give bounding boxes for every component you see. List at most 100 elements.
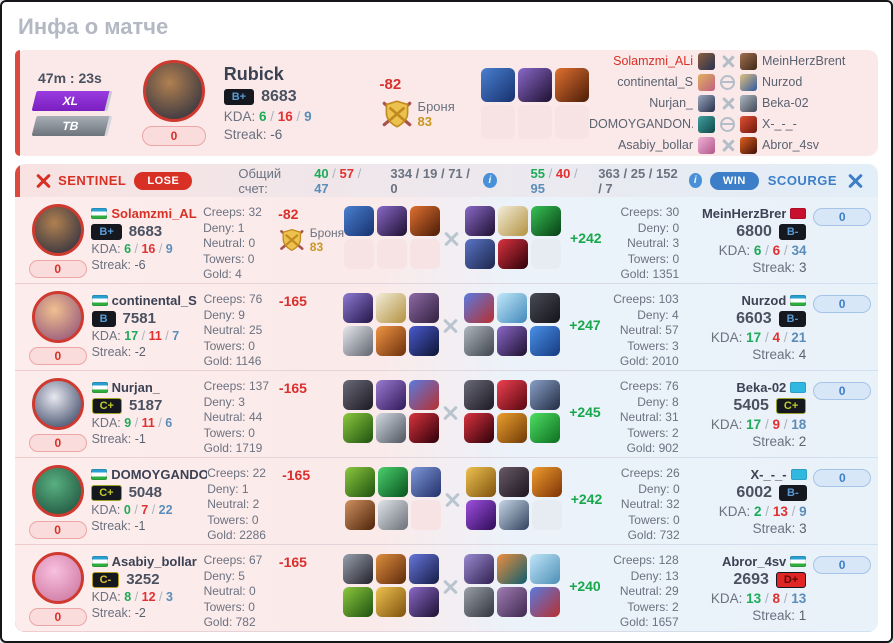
streak-label: Streak: [91,519,131,533]
right-player-name[interactable]: Abror_4sv [721,553,787,569]
header-rating: 8683 [261,88,297,105]
stat-line: Neutral: 57 [619,323,679,337]
roster-left-hero-icon [698,136,715,154]
left-player-name[interactable]: Nurjan_ [111,379,160,395]
left-kda: KDA: 17 11 7 [92,329,204,343]
stat-line: Towers: 0 [628,512,680,527]
sentinel-totals: 334 / 19 / 71 / 0 [390,165,470,196]
right-player-flag-icon [790,207,807,219]
roster-right-name[interactable]: MeinHerzBrent [762,54,846,68]
kda-label: KDA: [710,417,743,432]
left-player-name[interactable]: DOMOYGANDO [111,466,208,482]
roster-left-name[interactable]: Nurjan_ [649,96,693,110]
right-streak: Streak: 1 [752,608,806,623]
right-player-rating: 5405 [733,397,769,414]
kda-label: KDA: [710,591,743,606]
roster-left-name[interactable]: Solamzmi_ALi [613,54,693,68]
swords-icon [720,54,735,69]
gold-delta: +247 [569,317,601,333]
info-icon[interactable]: i [688,173,702,188]
right-streak: Streak: 2 [752,434,806,449]
stat-line: Deny: 5 [203,568,245,583]
left-player-name[interactable]: Solamzmi_AL [111,205,197,221]
left-avatar-block: 0 [24,465,91,539]
left-player-avatar[interactable] [31,465,84,517]
roster-right-name[interactable]: X-_-_- [762,117,797,131]
left-player-rating: 3252 [126,571,160,588]
roster-right-name[interactable]: Nurzod [762,75,803,89]
left-player-name[interactable]: Asabiy_bollar [111,553,197,569]
left-player-avatar[interactable] [31,204,84,256]
right-player-name[interactable]: MeinHerzBrer [701,205,787,221]
stat-line: Towers: 0 [203,251,255,266]
kda-label: KDA: [91,242,121,256]
right-items-grid [464,291,561,356]
streak-label: Streak: [752,521,796,536]
left-player-info: continental_S B 7581 KDA: 17 11 7 Streak: … [91,291,204,359]
right-kda: KDA: 2 13 9 [719,504,807,519]
streak-value: -6 [134,258,146,272]
item-icon [497,380,528,410]
left-avatar-block: 0 [24,552,92,626]
scourge-score: 55 40 95 [531,166,589,196]
roster-right-name[interactable]: Abror_4sv [762,138,819,152]
item-icon [464,413,495,443]
right-streak: Streak: 3 [752,260,806,275]
empty-item-slot [531,239,562,269]
player-row: 0 Solamzmi_AL B+ 8683 KDA: 6 16 9 Streak: … [15,197,878,284]
roster-left-name[interactable]: continental_S [617,75,693,89]
vs-column [439,291,464,337]
globe-icon [720,74,735,90]
right-player-name[interactable]: X-_-_- [750,466,787,482]
item-icon [375,293,406,323]
player-rows: 0 Solamzmi_AL B+ 8683 KDA: 6169 Streak: … [15,197,878,632]
streak-value: -1 [134,432,146,446]
left-items-grid [342,291,440,356]
header-hero-avatar[interactable] [142,60,205,122]
roster-left-name[interactable]: DOMOYGANDON... [589,117,693,131]
item-icon [342,380,373,410]
xl-badge: XL [31,91,113,111]
roster-left-hero-icon [698,94,715,112]
kda-kills: 0 [123,503,131,517]
info-icon[interactable]: i [483,173,497,188]
right-player-stats: Creeps: 26 Deny: 0 Neutral: 32 Towers: 0… [611,465,680,544]
left-player-avatar[interactable] [31,291,84,343]
right-kda: KDA: 17 9 18 [711,417,806,432]
header-items-grid [480,67,589,139]
kda-label: KDA: [223,109,256,124]
right-avatar-block: 0 [811,465,874,487]
kda-deaths: 11 [148,329,162,343]
item-icon [345,467,376,497]
gold-delta: +240 [569,578,601,594]
left-player-avatar[interactable] [31,552,84,604]
match-details-card: SENTINEL LOSE Общий счет: 405747 334 / 1… [15,164,878,632]
stat-line: Neutral: 0 [203,236,256,250]
item-icon [342,554,373,584]
right-player-stats: Creeps: 103 Deny: 4 Neutral: 57 Towers: … [609,291,679,370]
roster-right-name[interactable]: Beka-02 [762,96,809,110]
lose-badge: LOSE [134,171,193,190]
empty-item-slot [554,104,589,139]
streak-label: Streak: [752,347,795,362]
armor-delta: -165 [282,467,311,483]
item-icon [465,206,496,236]
roster-left-name[interactable]: Asabiy_bollar [617,138,693,152]
armor-value: 83 [417,113,432,129]
right-player-name[interactable]: Nurzod [741,292,787,308]
left-player-avatar[interactable] [31,378,84,430]
stat-line: Neutral: 32 [620,497,680,511]
item-icon [466,467,497,497]
kda-deaths: 16 [141,242,156,256]
item-icon [497,293,528,323]
item-icon [497,326,528,356]
right-counter-badge: 0 [813,556,872,574]
item-icon [375,380,406,410]
right-player-info: Beka-02 5405 C+ KDA: 17 9 18 Streak: 2 [685,378,807,449]
streak-value: 4 [798,347,807,362]
armor-value: 83 [309,240,324,254]
item-icon [497,554,528,584]
streak-value: -2 [134,606,146,620]
right-player-name[interactable]: Beka-02 [736,379,787,395]
left-player-name[interactable]: continental_S [111,292,197,308]
